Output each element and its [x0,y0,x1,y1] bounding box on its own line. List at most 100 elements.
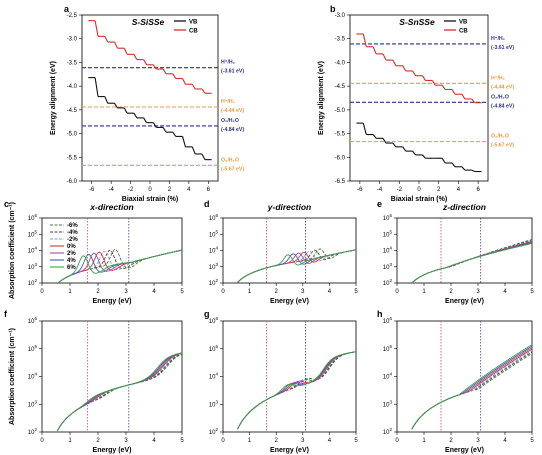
panel-letter: d [204,199,210,209]
x-tick-label: 0 [40,289,44,295]
level-step [402,65,407,72]
level-step [382,53,387,61]
tick-exponent: 2 [215,278,218,283]
level-step [362,33,367,47]
y-tick-label: -6.0 [67,179,78,185]
level-step [392,142,397,148]
series-line [237,249,357,283]
panel-letter: b [330,4,336,14]
y-tick-label: -4.0 [335,60,346,66]
level-step [382,138,387,144]
tick-exponent: 4 [389,246,392,251]
x-axis-label: Energy (eV) [93,447,132,454]
level-step [431,80,436,86]
x-tick-label: 5 [354,289,358,295]
level-step [451,162,456,168]
level-step [441,84,446,90]
level-step [402,146,407,152]
x-tick-label: 6 [207,187,211,193]
series-line [411,241,533,284]
reference-label: O₂/H₂O [491,134,509,140]
y-tick-label: 105 [209,229,219,238]
x-tick-label: 4 [328,438,332,444]
x-tick-label: 2 [168,187,172,193]
y-tick-label: -5.5 [335,132,346,138]
tick-exponent: 6 [389,213,392,218]
level-step [372,134,377,139]
y-tick-label: 103 [383,399,393,408]
x-tick-label: 3 [301,438,305,444]
x-axis-label: Biaxial strain (%) [391,196,447,203]
tick-exponent: 3 [389,262,392,267]
y-tick-label: 105 [383,229,393,238]
level-step [191,146,196,155]
y-tick-label: 104 [209,372,219,381]
reference-label: O₂/H₂O [221,157,239,163]
reference-value: (-5.67 eV) [221,166,244,172]
x-tick-label: 0 [221,438,225,444]
x-tick-label: 4 [457,187,461,193]
reference-value: (-4.84 eV) [221,127,244,133]
level-step [422,154,426,159]
y-tick-label: -6.0 [335,155,346,161]
panel-title: z-direction [442,202,486,212]
level-step [182,136,186,147]
series-line [57,249,183,285]
x-axis-label: Energy (eV) [445,298,484,305]
y-tick-label: 105 [28,344,38,353]
series-line [237,249,357,283]
x-tick-label: 3 [476,289,480,295]
y-axis-label: Energy alignment (eV) [50,61,57,135]
level-step [162,127,167,133]
y-tick-label: -5.5 [67,155,78,161]
tick-exponent: 2 [389,278,392,283]
y-axis-label: Absorption coefficient (cm⁻¹) [9,328,16,425]
y-tick-label: 104 [209,246,219,255]
reference-value: (-4.44 eV) [491,84,514,90]
reference-value: (-3.61 eV) [491,45,514,51]
x-axis-label: Energy (eV) [93,298,132,305]
level-step [392,59,397,67]
legend-label: -4% [67,230,78,236]
tick-exponent: 6 [215,316,218,321]
panel-title: S-SiSSe [132,17,165,27]
reference-value: (-4.84 eV) [491,103,514,109]
y-tick-label: 105 [383,344,393,353]
x-axis-label: Energy (eV) [270,447,309,454]
y-tick-label: -3.0 [67,37,78,43]
plot-frame [349,14,489,182]
panel-c: c x-direction 0 1 2 3 4 5 102 103 104 105 106 Energy … [4,199,184,305]
level-step [412,150,416,156]
y-tick-label: 103 [209,399,219,408]
series-line [57,352,183,431]
level-step [461,166,466,171]
x-tick-label: 1 [248,289,252,295]
plot-frame [222,217,357,284]
x-tick-label: 3 [476,438,480,444]
y-tick-label: 102 [209,427,219,436]
x-tick-label: 4 [152,438,156,444]
x-tick-label: 5 [530,289,534,295]
y-tick-label: 102 [28,427,38,436]
y-tick-label: 106 [28,213,38,222]
series-line [57,352,183,431]
x-tick-label: 2 [437,187,441,193]
x-tick-label: 0 [395,438,399,444]
tick-exponent: 3 [389,399,392,404]
tick-exponent: 3 [34,262,37,267]
y-tick-label: 104 [28,372,38,381]
x-tick-label: 0 [417,187,421,193]
legend-label: CB [189,29,198,35]
legend-label: -6% [67,223,78,229]
x-tick-label: 5 [180,438,184,444]
series-line [237,351,357,430]
tick-exponent: 3 [215,262,218,267]
series-line [411,243,533,284]
legend-label: 2% [67,251,76,257]
y-tick-label: -6.5 [335,179,346,185]
level-step [441,157,446,164]
tick-exponent: 2 [34,427,37,432]
series-line [237,249,357,283]
tick-exponent: 4 [215,372,218,377]
level-step [471,98,476,104]
